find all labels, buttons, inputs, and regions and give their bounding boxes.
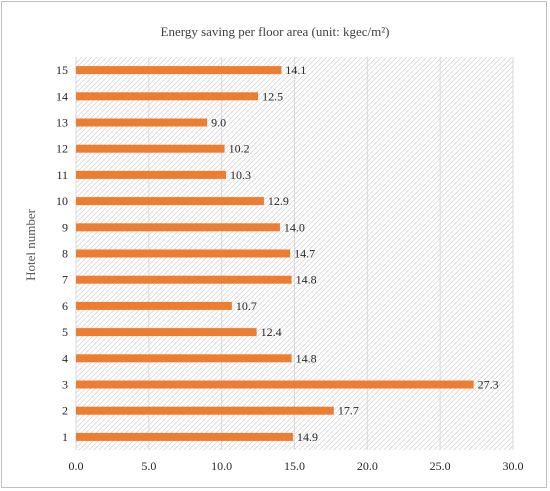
data-label-hotel-14: 12.5: [262, 89, 283, 103]
y-tick-label: 15: [56, 63, 68, 77]
data-label-hotel-7: 14.8: [296, 273, 317, 287]
y-tick-label: 8: [62, 247, 68, 261]
x-tick-label: 25.0: [430, 459, 451, 473]
x-tick-label: 15.0: [284, 459, 305, 473]
data-label-hotel-2: 17.7: [338, 404, 359, 418]
data-label-hotel-1: 14.9: [297, 430, 318, 444]
data-labels: 14.9 17.7 27.3 14.8 12.4 10.7 14.8 14.7 14.0 12.9…: [211, 63, 499, 444]
bar-hotel-9: [76, 223, 280, 232]
bar-hotel-1: [76, 432, 294, 441]
bars: [76, 66, 474, 441]
data-label-hotel-15: 14.1: [285, 63, 306, 77]
data-label-hotel-11: 10.3: [230, 168, 251, 182]
bar-hotel-14: [76, 92, 259, 101]
bar-hotel-15: [76, 66, 282, 75]
x-tick-label: 10.0: [211, 459, 232, 473]
data-label-hotel-6: 10.7: [236, 299, 257, 313]
y-tick-label: 11: [56, 168, 68, 182]
data-label-hotel-10: 12.9: [268, 194, 289, 208]
bar-hotel-11: [76, 170, 227, 179]
data-label-hotel-3: 27.3: [478, 378, 499, 392]
bar-hotel-3: [76, 380, 474, 389]
y-tick-label: 2: [62, 404, 68, 418]
data-label-hotel-12: 10.2: [229, 142, 250, 156]
bar-hotel-7: [76, 275, 292, 284]
bar-hotel-2: [76, 406, 334, 415]
y-tick-label: 14: [56, 89, 68, 103]
y-tick-label: 7: [62, 273, 68, 287]
x-axis-ticks: 0.0 5.0 10.0 15.0 20.0 25.0 30.0: [69, 459, 524, 473]
y-tick-label: 4: [62, 351, 68, 365]
chart-title: Energy saving per floor area (unit: kgec…: [161, 24, 390, 39]
x-tick-label: 20.0: [357, 459, 378, 473]
bar-hotel-13: [76, 118, 208, 127]
y-tick-label: 9: [62, 220, 68, 234]
y-tick-label: 1: [62, 430, 68, 444]
y-tick-label: 10: [56, 194, 68, 208]
data-label-hotel-4: 14.8: [296, 351, 317, 365]
x-tick-label: 5.0: [141, 459, 156, 473]
y-axis-label: Hotel number: [23, 208, 38, 281]
y-tick-label: 3: [62, 378, 68, 392]
y-tick-label: 12: [56, 142, 68, 156]
bar-hotel-8: [76, 249, 291, 258]
bar-hotel-4: [76, 354, 292, 363]
data-label-hotel-9: 14.0: [284, 220, 305, 234]
bar-hotel-5: [76, 328, 257, 337]
bar-hotel-10: [76, 197, 264, 206]
x-tick-label: 0.0: [69, 459, 84, 473]
y-tick-label: 5: [62, 325, 68, 339]
bar-hotel-6: [76, 301, 232, 310]
y-tick-label: 13: [56, 116, 68, 130]
bar-hotel-12: [76, 144, 225, 153]
x-tick-label: 30.0: [503, 459, 524, 473]
data-label-hotel-13: 9.0: [211, 116, 226, 130]
data-label-hotel-8: 14.7: [294, 247, 315, 261]
data-label-hotel-5: 12.4: [261, 325, 282, 339]
y-tick-label: 6: [62, 299, 68, 313]
